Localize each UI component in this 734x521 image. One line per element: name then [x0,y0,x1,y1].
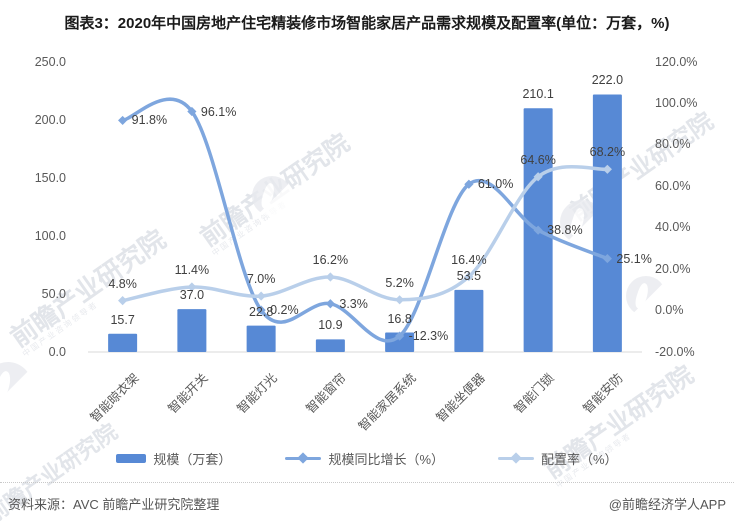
bar-value-label: 22.8 [248,304,274,319]
config-value-label: 4.8% [108,276,137,291]
legend-label-scale: 规模（万套） [153,451,232,467]
chart-legend: 规模（万套） 规模同比增长（%） 配置率（%） [0,447,734,469]
config-value-label: 16.2% [312,253,349,267]
growth-marker-icon [464,179,474,189]
bar [385,332,415,352]
footer-divider [0,482,734,483]
growth-marker-icon [395,331,405,341]
growth-value-label: 3.3% [339,296,368,311]
legend-item-config: 配置率（%） [498,449,618,468]
growth-value-label: 0.2% [270,303,299,318]
chart-title: 图表3：2020年中国房地产住宅精装修市场智能家居产品需求规模及配置率(单位：万… [64,15,670,32]
bar-value-label: 53.5 [456,268,482,283]
config-value-label: 11.4% [174,262,210,277]
growth-value-label: 96.1% [200,104,237,119]
right-axis-tick: 100.0% [655,95,698,110]
brand-text: @前瞻经济学人APP [608,497,726,512]
config-marker-icon [256,291,266,301]
config-marker-icon [395,295,405,305]
line-diamond-swatch-icon [285,452,322,464]
left-axis-tick: 200.0 [34,112,66,127]
left-axis-tick: 150.0 [34,170,66,185]
right-axis-tick: 40.0% [655,220,691,235]
growth-marker-icon [118,115,128,126]
legend-item-growth: 规模同比增长（%） [285,449,444,468]
bar-swatch-icon [116,453,147,463]
legend-label-config: 配置率（%） [541,451,618,467]
growth-value-label: -12.3% [408,329,449,344]
config-value-label: 68.2% [589,145,626,160]
growth-value-label: 25.1% [616,251,652,266]
growth-marker-icon [256,305,266,315]
right-axis-tick: 20.0% [655,261,691,276]
bar-value-label: 37.0 [179,288,205,303]
config-marker-icon [533,172,543,182]
config-value-label: 64.6% [520,152,556,167]
growth-marker-icon [602,253,612,264]
growth-value-label: 38.8% [547,223,583,238]
combo-chart-plot [88,94,642,353]
growth-marker-icon [187,106,197,117]
bar-value-label: 210.1 [522,87,554,102]
right-axis-tick: -20.0% [655,344,695,359]
footer: 资料来源：AVC 前瞻产业研究院整理 @前瞻经济学人APP [8,494,726,513]
growth-value-label: 91.8% [131,113,168,128]
bar-value-label: 15.7 [110,312,135,327]
left-axis-tick: 0.0 [48,344,66,359]
right-axis-tick: 60.0% [655,178,691,193]
right-axis-tick: 80.0% [655,137,691,152]
data-source-text: 资料来源：AVC 前瞻产业研究院整理 [8,497,220,512]
config-line [120,164,610,303]
line-diamond-swatch-icon [498,452,534,464]
left-axis-tick: 250.0 [34,54,66,69]
bar [592,94,622,352]
growth-marker-icon [325,299,335,309]
config-marker-icon [118,296,128,306]
bar [454,289,484,352]
growth-marker-icon [533,225,543,235]
config-marker-icon [187,282,197,292]
config-value-label: 7.0% [246,272,276,287]
bar-value-label: 222.0 [591,73,624,88]
growth-value-label: 61.0% [477,177,514,192]
right-axis-tick: 0.0% [655,303,684,318]
bar-value-label: 16.8 [387,311,412,326]
legend-label-growth: 规模同比增长（%） [328,451,444,467]
bar [177,309,207,352]
legend-item-scale: 规模（万套） [116,449,231,468]
config-marker-icon [325,272,335,282]
left-axis-tick: 100.0 [34,228,66,243]
config-value-label: 16.4% [451,252,487,267]
config-value-label: 5.2% [385,275,414,290]
right-axis-tick: 120.0% [655,54,698,69]
bar [315,339,345,352]
left-axis-tick: 50.0 [41,286,66,301]
config-marker-icon [464,272,474,282]
bar-value-label: 10.9 [318,318,343,333]
bar [108,333,138,352]
bar [246,325,276,352]
config-marker-icon [602,164,612,174]
